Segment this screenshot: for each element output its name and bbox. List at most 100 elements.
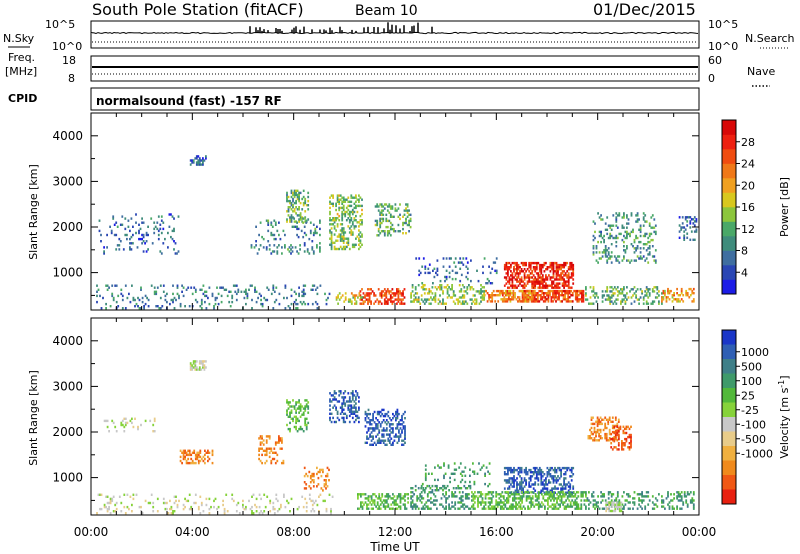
data-cell — [361, 198, 363, 201]
data-cell — [629, 507, 631, 510]
data-cell — [484, 503, 487, 506]
data-cell — [626, 245, 628, 248]
data-cell — [287, 195, 290, 199]
data-cell — [559, 499, 561, 502]
data-cell — [489, 300, 492, 303]
data-cell — [319, 242, 321, 245]
data-cell — [162, 227, 165, 231]
data-cell — [478, 491, 481, 494]
data-cell — [211, 449, 214, 452]
data-cell — [642, 212, 645, 215]
data-cell — [330, 233, 333, 236]
data-cell — [566, 280, 569, 283]
data-cell — [325, 510, 328, 513]
data-cell — [170, 507, 173, 511]
data-cell — [333, 392, 336, 395]
data-cell — [609, 232, 612, 236]
data-cell — [290, 204, 293, 207]
data-cell — [363, 503, 365, 506]
data-cell — [612, 292, 615, 295]
data-cell — [554, 284, 556, 287]
data-cell — [126, 233, 128, 237]
data-cell — [200, 163, 203, 166]
data-cell — [383, 232, 386, 235]
data-cell — [475, 302, 478, 305]
data-cell — [592, 294, 595, 297]
data-cell — [455, 495, 458, 498]
data-cell — [290, 208, 293, 211]
data-cell — [474, 298, 476, 301]
data-cell — [630, 296, 633, 299]
data-cell — [518, 296, 521, 299]
data-cell — [424, 478, 427, 482]
data-cell — [636, 220, 639, 223]
data-cell — [426, 292, 429, 295]
data-cell — [636, 218, 639, 221]
data-cell — [376, 298, 379, 301]
data-cell — [564, 296, 566, 299]
data-cell — [567, 284, 570, 287]
data-cell — [453, 468, 456, 471]
data-cell — [425, 501, 428, 504]
data-cell — [638, 218, 640, 221]
data-cell — [575, 505, 578, 508]
data-cell — [261, 437, 263, 440]
data-cell — [176, 252, 178, 255]
data-cell — [546, 298, 548, 301]
data-cell — [471, 298, 473, 301]
data-cell — [364, 419, 367, 422]
data-cell — [166, 300, 168, 304]
data-cell — [546, 483, 549, 486]
data-cell — [398, 439, 400, 442]
data-cell — [679, 300, 681, 303]
data-cell — [608, 503, 611, 506]
data-cell — [367, 427, 370, 430]
data-cell — [276, 510, 279, 513]
data-cell — [173, 501, 176, 505]
data-cell — [393, 495, 396, 498]
data-cell — [555, 294, 557, 297]
data-cell — [197, 161, 200, 164]
data-cell — [342, 245, 345, 249]
data-cell — [463, 294, 466, 297]
data-cell — [286, 409, 288, 412]
data-cell — [520, 468, 523, 472]
data-cell — [266, 495, 269, 498]
data-cell — [487, 493, 490, 496]
data-cell — [452, 505, 455, 508]
data-cell — [596, 430, 599, 434]
data-cell — [268, 248, 271, 251]
data-cell — [402, 495, 405, 498]
data-cell — [293, 425, 296, 429]
data-cell — [577, 289, 580, 293]
data-cell — [430, 507, 432, 510]
data-cell — [683, 493, 686, 496]
data-cell — [661, 505, 663, 508]
data-cell — [172, 292, 174, 296]
data-cell — [551, 491, 553, 494]
data-cell — [520, 489, 523, 492]
data-cell — [388, 211, 391, 214]
data-cell — [108, 286, 110, 289]
data-cell — [182, 451, 185, 454]
data-cell — [166, 292, 168, 296]
data-cell — [678, 230, 681, 233]
data-cell — [472, 470, 474, 473]
data-cell — [621, 238, 624, 242]
data-cell — [123, 425, 126, 429]
data-cell — [387, 433, 390, 436]
data-cell — [548, 491, 551, 494]
data-cell — [409, 213, 412, 216]
data-cell — [167, 246, 169, 249]
data-cell — [97, 493, 100, 496]
data-cell — [515, 507, 517, 510]
data-cell — [535, 300, 538, 303]
data-cell — [523, 298, 525, 301]
data-cell — [569, 286, 572, 289]
data-cell — [305, 403, 308, 406]
data-cell — [335, 420, 337, 424]
data-cell — [299, 403, 302, 406]
data-cell — [552, 487, 555, 490]
colorbar-tick-label: 8 — [741, 245, 748, 258]
data-cell — [184, 497, 186, 501]
